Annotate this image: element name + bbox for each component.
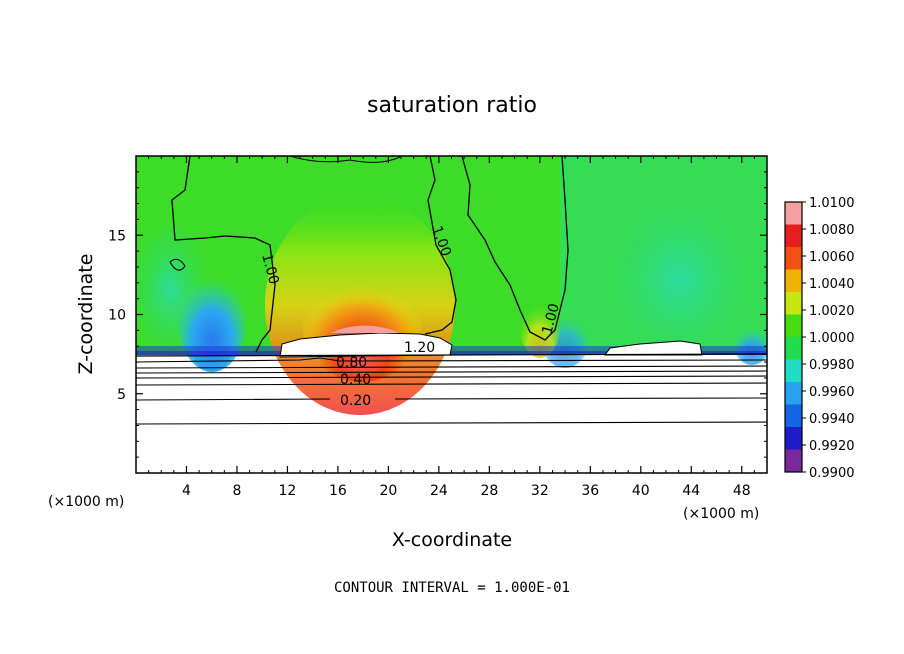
colorbar-label: 0.9960: [809, 385, 855, 400]
colorbar-swatch: [785, 427, 802, 450]
plot-area: [136, 156, 767, 473]
contour-bl-5: [136, 375, 767, 379]
contour-bl-1: [136, 353, 767, 357]
dry-region-right: [734, 325, 767, 365]
contour-island-top: [289, 156, 401, 163]
x-tick-label: 12: [279, 483, 297, 499]
contour-bl-3: [136, 365, 767, 369]
dry-strip: [136, 346, 767, 355]
cyan-patch-right: [610, 200, 750, 360]
y-axis: 5 10 15: [108, 171, 767, 458]
colorbar-label: 0.9900: [809, 466, 855, 481]
cloud-white-right: [604, 340, 703, 356]
x-tick-label: 48: [733, 483, 751, 499]
colorbar-label: 0.9940: [809, 412, 855, 427]
colorbar-swatch: [785, 382, 802, 405]
colorbar-label: 1.0040: [809, 277, 855, 292]
contour-bl-2: [136, 357, 767, 363]
x-tick-label: 28: [480, 483, 498, 499]
x-tick-label: 16: [329, 483, 347, 499]
colorbar-label: 1.0060: [809, 250, 855, 265]
x-tick-label: 44: [682, 483, 700, 499]
x-tick-label: 40: [632, 483, 650, 499]
contour-bl-8: [136, 421, 767, 425]
colorbar-swatch: [785, 202, 802, 225]
cloud-white-region: [279, 332, 453, 358]
colorbar-swatch: [785, 224, 802, 247]
x-tick-label: 36: [581, 483, 599, 499]
contour-100-mid: [424, 156, 457, 335]
contour-100-right: [461, 156, 569, 341]
contour-island-left: [169, 258, 186, 271]
colorbar: 0.9900 0.9920 0.9940 0.9960 0.9980 1.0000 1.00…: [784, 196, 855, 481]
moist-patch-32: [518, 278, 562, 358]
x-tick-label: 20: [379, 483, 397, 499]
colorbar-swatch: [785, 337, 802, 360]
x-tick-label: 8: [232, 483, 241, 499]
colorbar-label: 1.0020: [809, 304, 855, 319]
colorbar-swatch: [785, 247, 802, 270]
colorbar-label: 0.9980: [809, 358, 855, 373]
colorbar-swatch: [785, 314, 802, 337]
x-units-label: (×1000 m): [683, 506, 759, 522]
dry-strip-edge: [136, 351, 767, 355]
contour-label: 0.80: [336, 355, 367, 371]
colorbar-swatch: [785, 449, 802, 472]
contour-bl-6: [136, 382, 767, 386]
y-axis-label: Z-coordinate: [75, 254, 97, 375]
colorbar-label: 1.0080: [809, 223, 855, 238]
contour-label: 1.00: [539, 302, 563, 336]
contour-label: 1.00: [258, 252, 282, 286]
y-tick-label: 10: [108, 308, 126, 324]
x-tick-label: 32: [531, 483, 549, 499]
contour-label: 1.20: [404, 340, 435, 356]
colorbar-label: 0.9920: [809, 439, 855, 454]
contour-100-left: [171, 156, 276, 353]
y-tick-label: 5: [117, 387, 126, 403]
cloud-red-top: [330, 325, 400, 333]
footer-contour-interval: CONTOUR INTERVAL = 1.000E-01: [334, 580, 570, 596]
colorbar-swatch: [785, 269, 802, 292]
y-units-label: (×1000 m): [48, 494, 124, 510]
contour-label: 0.40: [340, 372, 371, 388]
chart-title: saturation ratio: [367, 93, 537, 118]
colorbar-swatch: [785, 359, 802, 382]
y-tick-label: 15: [108, 228, 126, 244]
contour-labels: 1.00 1.00 1.00 1.20 0.80 0.40 0.20: [258, 224, 563, 409]
colorbar-swatch: [785, 292, 802, 315]
x-tick-label: 24: [430, 483, 448, 499]
x-axis-label: X-coordinate: [392, 529, 512, 551]
x-axis: 4 8 12 16 20 24 28 32 36 40 44 48: [148, 156, 755, 499]
colorbar-label: 1.0000: [809, 331, 855, 346]
colorbar-label: 1.0100: [809, 196, 855, 211]
colorbar-swatch: [785, 404, 802, 427]
contour-bl-4: [136, 370, 767, 374]
contour-bl-7: [136, 397, 767, 401]
contour-label: 0.20: [340, 393, 371, 409]
x-tick-label: 4: [182, 483, 191, 499]
